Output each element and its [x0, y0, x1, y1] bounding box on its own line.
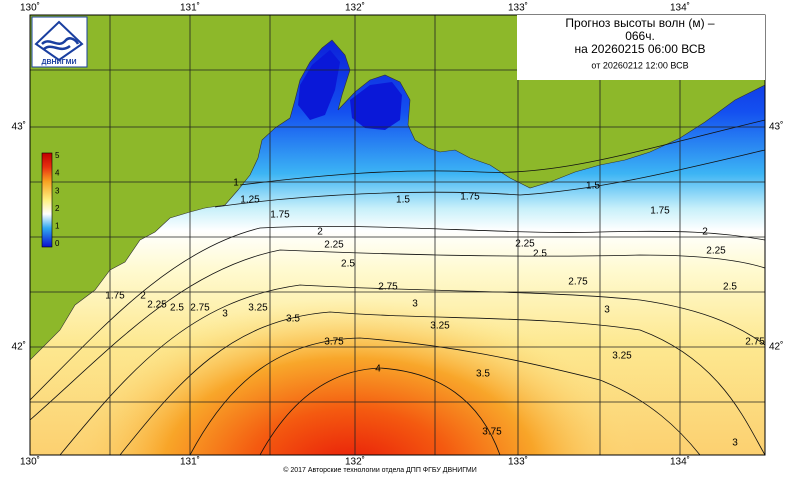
contour-label: 3.25 [248, 303, 268, 314]
colorbar-tick-label: 2 [55, 204, 60, 213]
contour-label: 2.75 [190, 303, 210, 314]
contour-label: 2.75 [378, 282, 398, 293]
lon-label: 133˚ [508, 2, 528, 14]
isoline [189, 337, 701, 455]
colorbar-tick-label: 0 [55, 239, 60, 248]
contour-label: 3.75 [324, 337, 344, 348]
isoline [30, 249, 765, 421]
contour-label: 1.5 [586, 181, 600, 192]
isoline [214, 149, 765, 208]
contour-label: 2.5 [170, 303, 184, 314]
land [30, 15, 765, 361]
contour-label: 2.75 [745, 337, 765, 348]
contour-label: 2.25 [706, 246, 726, 257]
title-line: от 20260212 12:00 ВСВ [591, 60, 688, 70]
lon-label: 133˚ [508, 456, 528, 468]
colorbar-tick-label: 1 [55, 222, 60, 231]
lon-label: 134˚ [670, 2, 690, 14]
contour-label: 2.5 [341, 259, 355, 270]
contour-label: 4 [375, 364, 381, 375]
isoline [239, 119, 765, 186]
contour-label: 1.5 [396, 195, 410, 206]
colorbar-tick-label: 4 [55, 169, 60, 178]
contour-labels: 11.25 1.5 1.751.751.51.7522.252.52.252.522… [105, 178, 765, 449]
logo-waves [41, 37, 80, 51]
contour-label: 3.25 [612, 351, 632, 362]
map-area [30, 15, 765, 455]
isoline [259, 367, 501, 455]
contour-label: 3.25 [430, 321, 450, 332]
contour-label: 3.5 [286, 314, 300, 325]
graticule [30, 15, 765, 455]
colorbar-tick-label: 5 [55, 151, 60, 160]
title-line: на 20260215 06:00 ВСВ [575, 42, 706, 56]
contour-label: 1.25 [240, 195, 260, 206]
lat-label: 43˚ [12, 121, 26, 133]
contour-label: 2.5 [723, 282, 737, 293]
lon-label: 130˚ [20, 2, 40, 14]
contour-label: 1.75 [105, 291, 125, 302]
contour-label: 3.5 [476, 369, 490, 380]
lon-label: 132˚ [345, 456, 365, 468]
lat-label: 42˚ [769, 341, 783, 353]
isoline [59, 284, 765, 455]
colorbar-tick-label: 3 [55, 186, 60, 195]
contour-label: 2 [317, 227, 323, 238]
lat-label: 43˚ [769, 121, 783, 133]
contour-label: 2.5 [533, 249, 547, 260]
colorbar [41, 152, 53, 248]
colorbar-ticks: 5 4 3 2 1 0 [55, 151, 60, 248]
title-background [517, 15, 765, 80]
contour-label: 2.75 [568, 277, 588, 288]
contour-label: 3 [222, 309, 228, 320]
title-box: Прогноз высоты волн (м) – 066ч. на 20260… [517, 15, 765, 80]
contour-label: 1.75 [650, 206, 670, 217]
lon-label: 131˚ [180, 2, 200, 14]
logo-text: ДВНИГМИ [42, 59, 77, 66]
contour-label: 2.25 [324, 240, 344, 251]
lat-label: 42˚ [12, 341, 26, 353]
contour-label: 1.75 [460, 192, 480, 203]
contour-label: 2.25 [147, 300, 167, 311]
contour-label: 1 [233, 178, 239, 189]
isoline [119, 311, 765, 455]
title-line: 066ч. [625, 29, 655, 43]
contour-label: 3 [604, 305, 610, 316]
lon-label: 131˚ [180, 456, 200, 468]
contour-label: 1.75 [270, 210, 290, 221]
contour-label: 3 [412, 299, 418, 310]
logo-diamond [34, 20, 84, 62]
lon-label: 132˚ [345, 2, 365, 14]
contour-label: 3.75 [482, 427, 502, 438]
logo: ДВНИГМИ [31, 16, 88, 68]
footer: © 2017 Авторские технологии отдела ДПП Ф… [283, 466, 476, 474]
lon-label: 134˚ [670, 456, 690, 468]
isoline [30, 226, 765, 401]
contour-label: 3 [732, 438, 738, 449]
contour-label: 2 [702, 227, 708, 238]
contour-label: 2.25 [515, 239, 535, 250]
map-frame [29, 14, 766, 456]
title-line: Прогноз высоты волн (м) – [565, 16, 715, 30]
contour-label: 2 [140, 291, 146, 302]
lon-label: 130˚ [20, 456, 40, 468]
